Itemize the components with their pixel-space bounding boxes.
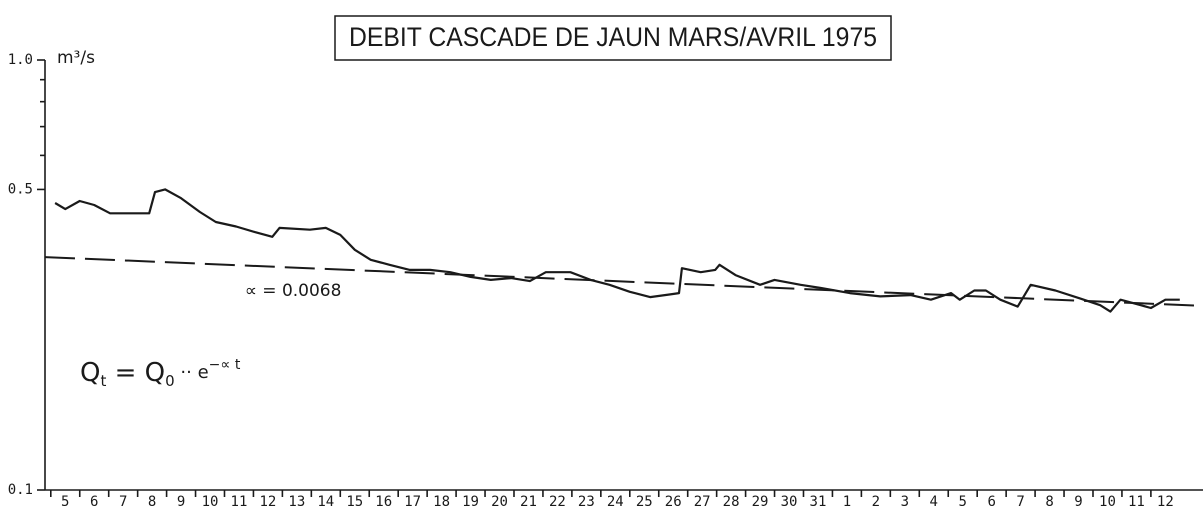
x-tick-label: 29 xyxy=(752,494,769,510)
x-tick-label: 23 xyxy=(578,494,595,510)
x-tick-label: 24 xyxy=(607,494,624,510)
x-tick-label: 15 xyxy=(346,494,363,510)
formula-part: 0 xyxy=(165,372,175,390)
x-tick-label: 11 xyxy=(1128,494,1145,510)
x-tick-label: 6 xyxy=(987,494,995,510)
x-tick-label: 2 xyxy=(872,494,880,510)
x-tick-label: 4 xyxy=(930,494,938,510)
x-tick-label: 27 xyxy=(694,494,711,510)
x-tick-label: 12 xyxy=(1157,494,1174,510)
x-tick-label: 9 xyxy=(1074,494,1082,510)
x-tick-label: 10 xyxy=(1099,494,1116,510)
x-tick-label: 5 xyxy=(958,494,966,510)
x-tick-label: 21 xyxy=(520,494,537,510)
formula-part: Q xyxy=(80,358,100,388)
x-tick-label: 22 xyxy=(549,494,566,510)
x-tick-label: 30 xyxy=(781,494,798,510)
formula-part: = Q xyxy=(106,358,165,388)
x-tick-label: 3 xyxy=(901,494,909,510)
x-tick-label: 26 xyxy=(665,494,682,510)
x-tick-label: 5 xyxy=(61,494,69,510)
x-tick-label: 28 xyxy=(723,494,740,510)
title-box xyxy=(334,15,892,61)
formula-part: t xyxy=(100,372,106,390)
fit-line xyxy=(44,256,1203,307)
x-tick-label: 8 xyxy=(148,494,156,510)
x-tick-label: 14 xyxy=(317,494,334,510)
x-tick-label: 9 xyxy=(177,494,185,510)
x-tick-label: 18 xyxy=(433,494,450,510)
x-tick-label: 19 xyxy=(462,494,479,510)
formula: Qt = Q0 ·· e−∝ t xyxy=(80,357,241,390)
x-tick-label: 8 xyxy=(1045,494,1053,510)
chart-title: DEBIT CASCADE DE JAUN MARS/AVRIL 1975 xyxy=(349,22,877,52)
x-tick-label: 12 xyxy=(259,494,276,510)
x-tick-label: 1 xyxy=(843,494,851,510)
x-tick-label: 11 xyxy=(231,494,248,510)
x-tick-label: 7 xyxy=(1016,494,1024,510)
y-tick-label: 1.0 xyxy=(8,52,33,68)
discharge-line xyxy=(54,188,1180,313)
y-tick-label: 0.5 xyxy=(8,181,33,197)
x-tick-label: 7 xyxy=(119,494,127,510)
y-tick-label: 0.1 xyxy=(8,482,33,498)
x-tick-label: 20 xyxy=(491,494,508,510)
x-tick-label: 25 xyxy=(636,494,653,510)
y-axis-label: m³/s xyxy=(57,48,95,68)
x-tick-label: 13 xyxy=(288,494,305,510)
x-tick-label: 6 xyxy=(90,494,98,510)
x-tick-label: 16 xyxy=(375,494,392,510)
x-tick-label: 10 xyxy=(202,494,219,510)
x-tick-label: 31 xyxy=(810,494,827,510)
annotation: ∝ = 0.0068 xyxy=(245,281,342,301)
formula-part: ·· e xyxy=(175,362,209,383)
x-tick-label: 17 xyxy=(404,494,421,510)
formula-part: −∝ t xyxy=(209,357,241,373)
